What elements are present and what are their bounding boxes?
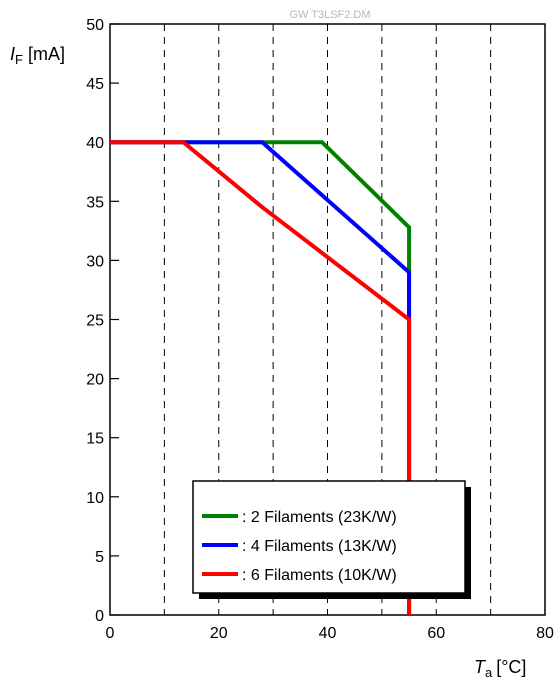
legend-label-2: : 4 Filaments (13K/W) xyxy=(242,538,397,555)
y-tick-label-20: 20 xyxy=(86,372,104,389)
legend-box xyxy=(192,480,466,594)
y-tick-label-40: 40 xyxy=(86,135,104,152)
y-tick-label-50: 50 xyxy=(86,17,104,34)
legend: : 2 Filaments (23K/W) : 4 Filaments (13K/… xyxy=(192,480,471,599)
y-tick-marks: 0 5 10 15 20 25 30 35 40 45 50 xyxy=(86,17,119,625)
y-tick-label-25: 25 xyxy=(86,313,104,330)
watermark: GW T3LSF2.DM xyxy=(289,9,370,21)
y-tick-label-10: 10 xyxy=(86,490,104,507)
y-axis-label: IF [mA] xyxy=(10,44,65,67)
legend-items: : 2 Filaments (23K/W) : 4 Filaments (13K/… xyxy=(202,509,397,584)
y-axis-symbol: I xyxy=(10,44,15,64)
y-tick-label-35: 35 xyxy=(86,194,104,211)
y-tick-label-5: 5 xyxy=(95,549,104,566)
x-tick-label-80: 80 xyxy=(536,625,554,642)
y-tick-label-45: 45 xyxy=(86,76,104,93)
y-tick-label-15: 15 xyxy=(86,431,104,448)
legend-label-1: : 2 Filaments (23K/W) xyxy=(242,509,397,526)
x-tick-label-20: 20 xyxy=(210,625,228,642)
x-tick-label-40: 40 xyxy=(319,625,337,642)
legend-label-3: : 6 Filaments (10K/W) xyxy=(242,567,397,584)
y-axis-subscript: F xyxy=(15,52,23,67)
y-tick-label-30: 30 xyxy=(86,253,104,270)
x-axis-unit: [°C] xyxy=(496,657,526,677)
series-line-3 xyxy=(110,140,412,615)
x-tick-marks: 0 20 40 60 80 xyxy=(106,625,554,642)
series-lines xyxy=(110,140,412,615)
y-tick-label-0: 0 xyxy=(95,608,104,625)
y-axis-unit: [mA] xyxy=(28,44,65,64)
x-axis-subscript: a xyxy=(485,665,493,680)
x-axis-label: Ta [°C] xyxy=(474,657,526,680)
x-axis-symbol: T xyxy=(474,657,487,677)
x-tick-label-0: 0 xyxy=(106,625,115,642)
x-tick-label-60: 60 xyxy=(427,625,445,642)
